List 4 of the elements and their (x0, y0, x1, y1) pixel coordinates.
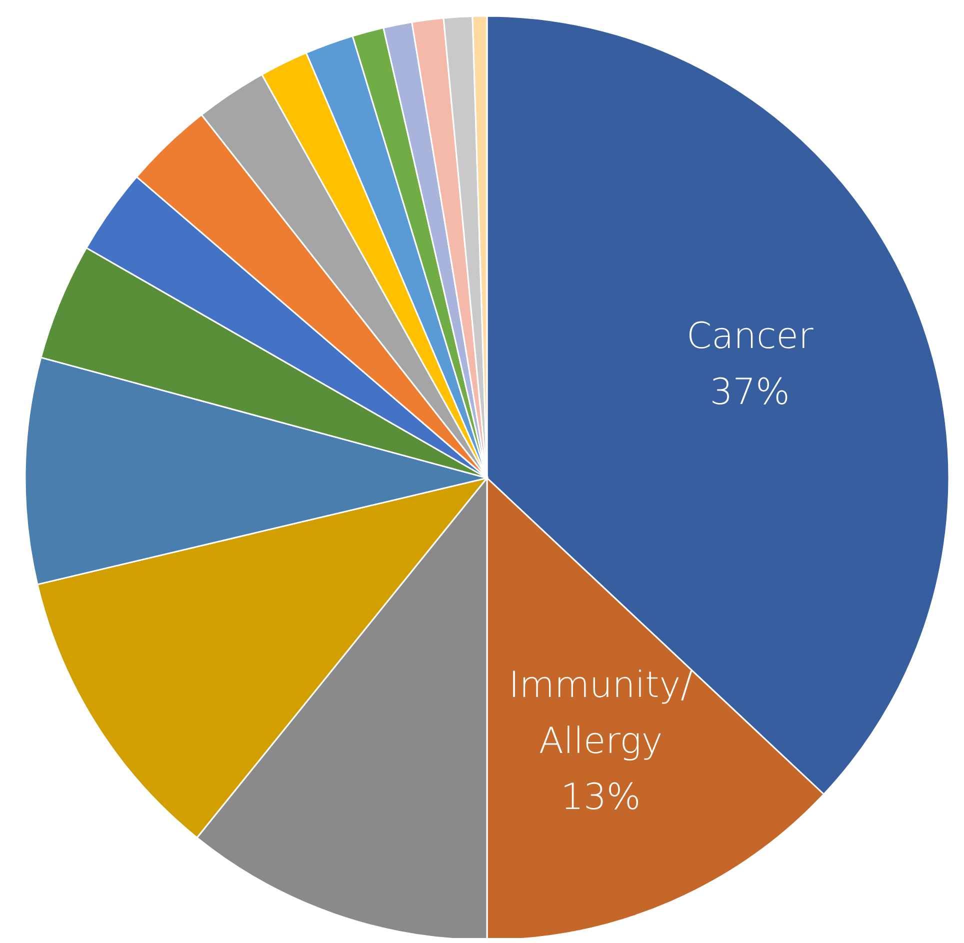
slice-label: Immunity/Allergy (508, 664, 693, 762)
data-label: 13% (560, 776, 641, 818)
data-label: 37% (710, 372, 790, 413)
slice-label: Cancer (686, 316, 814, 357)
